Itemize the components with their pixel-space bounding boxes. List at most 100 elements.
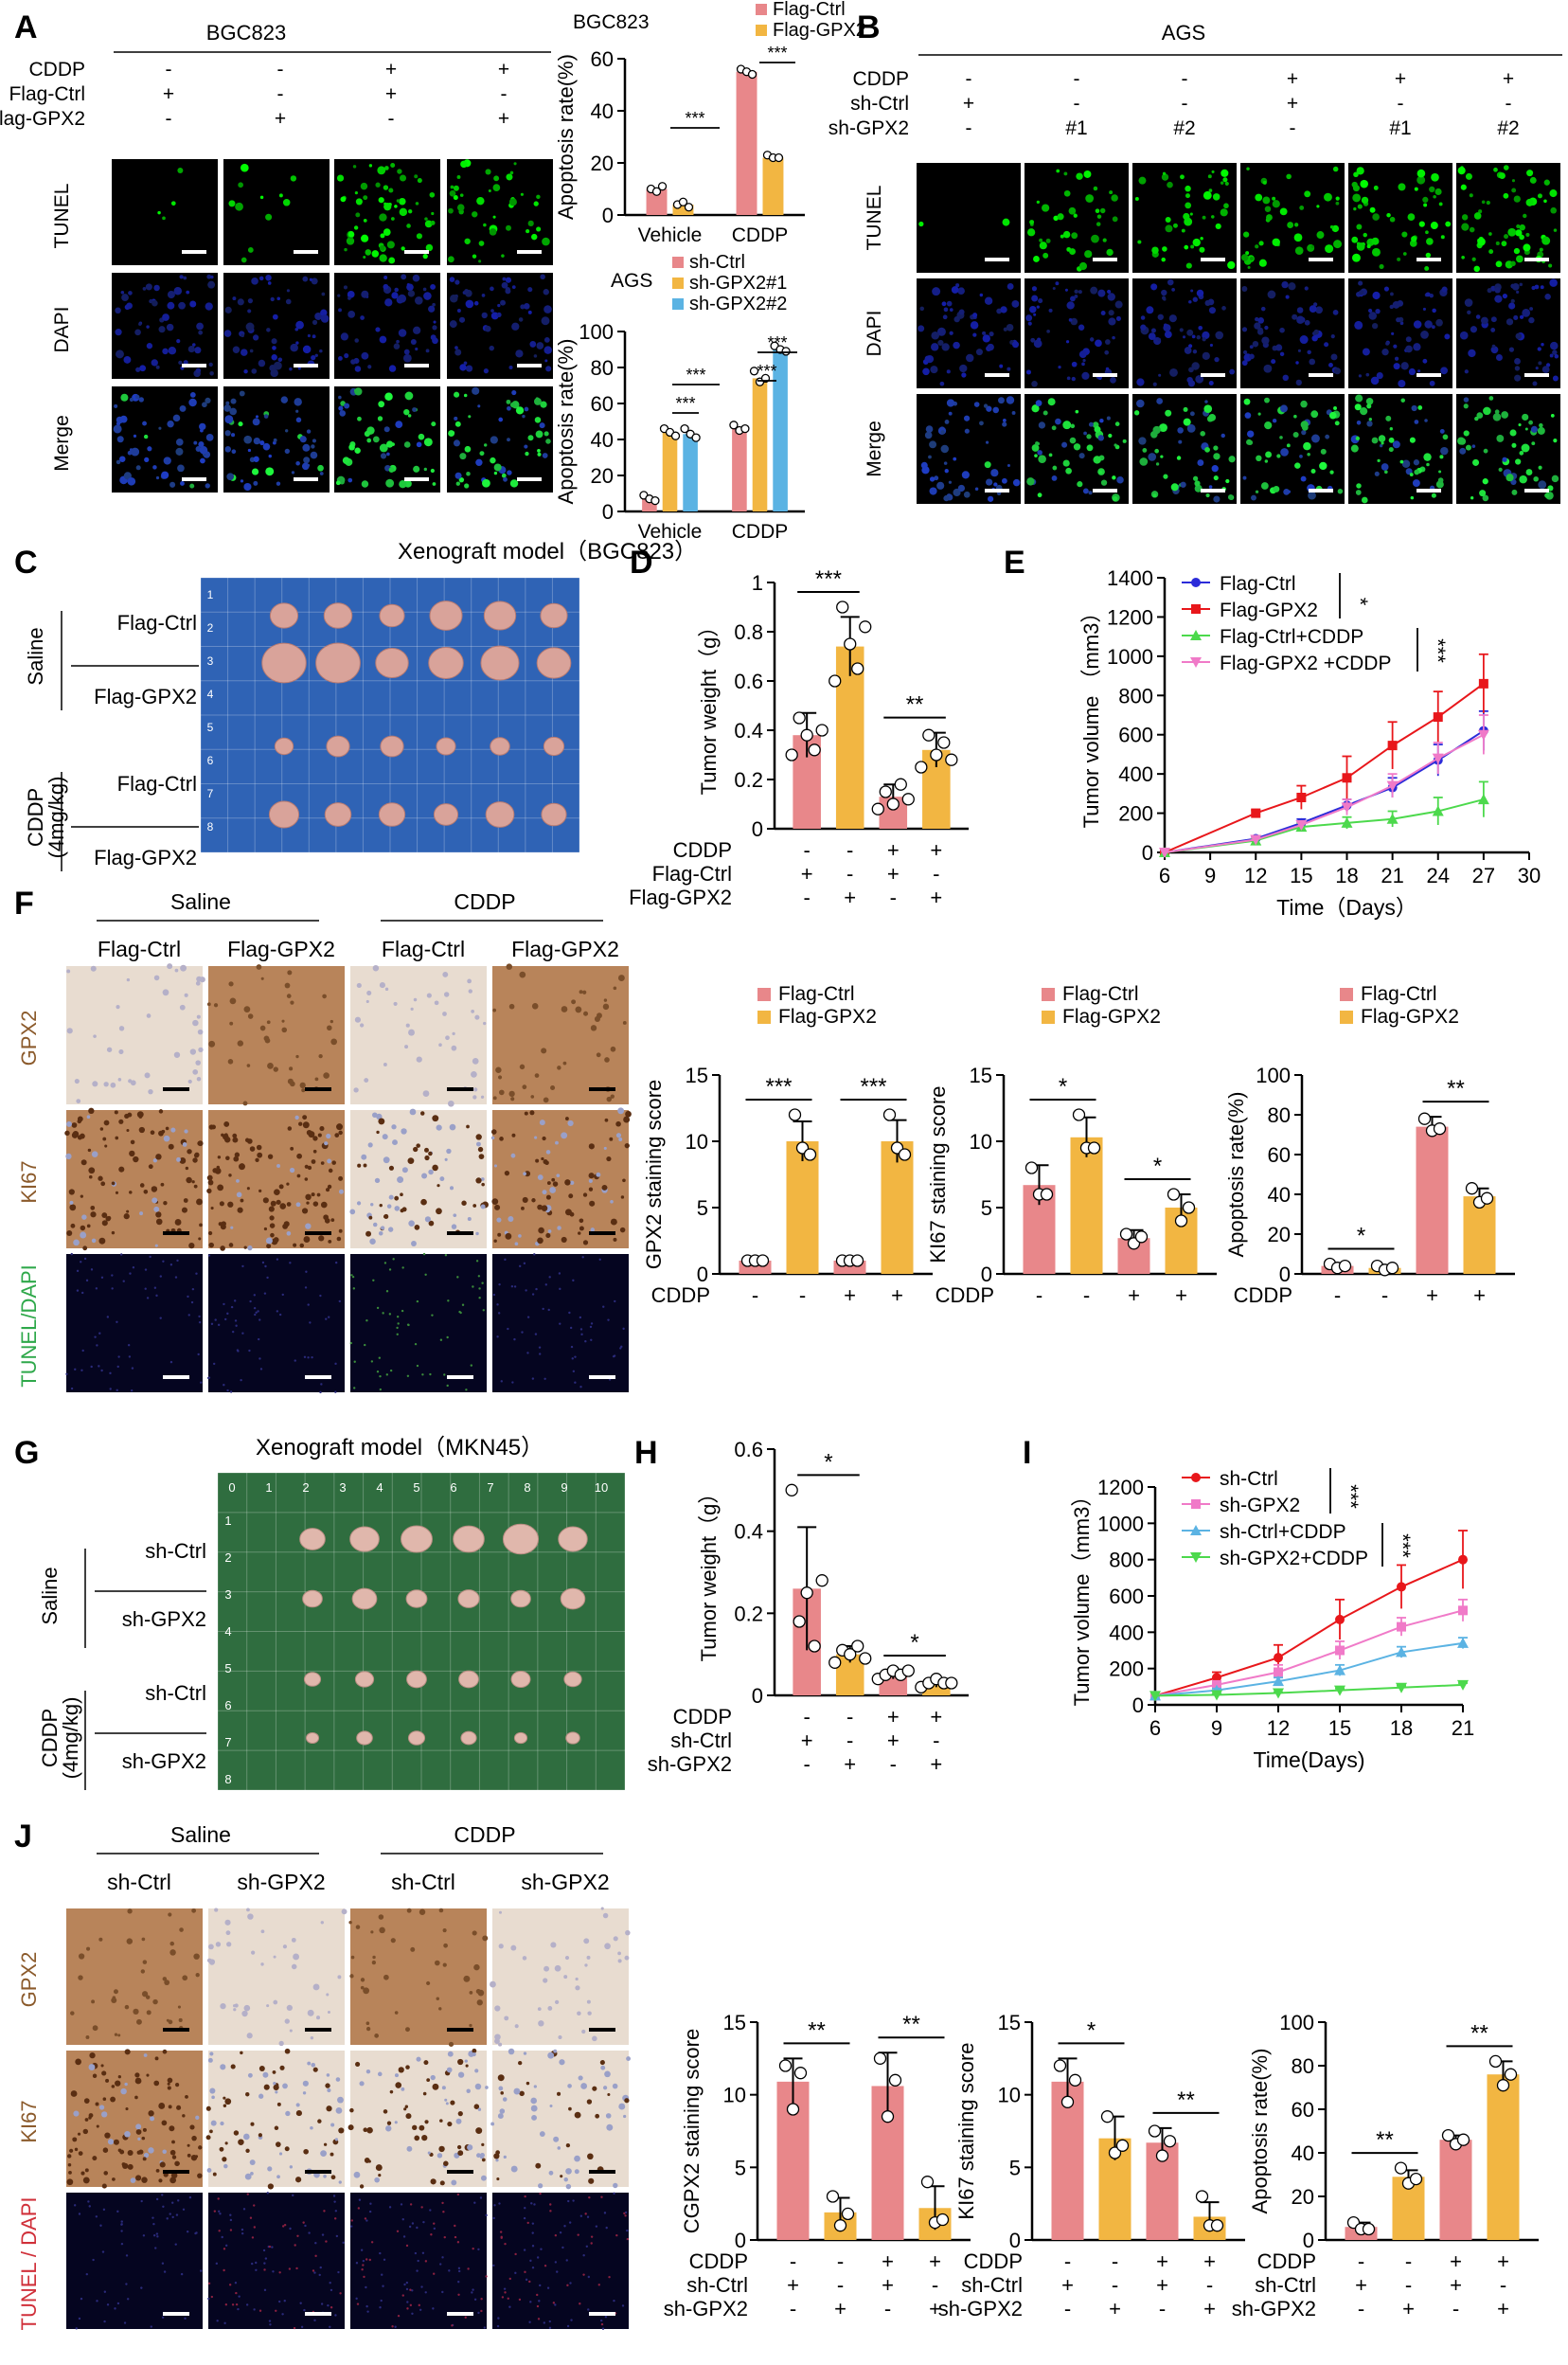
cell-dot bbox=[251, 468, 259, 475]
cell-dot bbox=[450, 1186, 454, 1191]
cell-dot bbox=[1525, 198, 1534, 206]
cell-dot bbox=[254, 1313, 257, 1317]
cell-dot bbox=[613, 1936, 618, 1942]
cell-dot bbox=[182, 2208, 186, 2211]
cell-dot bbox=[590, 1025, 597, 1031]
cell-dot bbox=[1332, 309, 1339, 315]
cell-dot bbox=[303, 2308, 306, 2312]
cell-dot bbox=[122, 1280, 125, 1282]
cell-dot bbox=[400, 1192, 403, 1197]
cell-dot bbox=[385, 1373, 389, 1376]
cell-dot bbox=[295, 2109, 302, 2117]
cell-dot bbox=[306, 463, 311, 468]
cell-dot bbox=[100, 1276, 104, 1280]
data-point bbox=[729, 421, 739, 430]
micrograph-A bbox=[334, 273, 440, 379]
cell-dot bbox=[579, 2302, 581, 2305]
cell-dot bbox=[1110, 376, 1116, 384]
scale-bar bbox=[447, 1231, 473, 1235]
cell-dot bbox=[1549, 278, 1558, 287]
y-tick-label: 0.6 bbox=[734, 670, 763, 693]
cell-dot bbox=[1429, 380, 1435, 386]
cell-dot bbox=[268, 1206, 275, 1212]
panelG-row-label: sh-GPX2 bbox=[122, 1749, 206, 1773]
cell-dot bbox=[454, 421, 461, 427]
cell-dot bbox=[1472, 458, 1480, 466]
ihc-bg bbox=[208, 2193, 345, 2329]
cell-dot bbox=[246, 1908, 250, 1912]
cell-dot bbox=[253, 480, 258, 486]
cell-dot bbox=[1325, 244, 1334, 254]
cell-dot bbox=[1431, 493, 1436, 498]
cell-dot bbox=[199, 1223, 203, 1227]
ihc-image bbox=[349, 1252, 487, 1392]
cell-dot bbox=[480, 2309, 483, 2313]
cell-dot bbox=[454, 2224, 456, 2228]
cell-dot bbox=[123, 472, 132, 480]
cell-dot bbox=[1083, 431, 1087, 436]
cell-dot bbox=[543, 1978, 548, 1983]
cell-dot bbox=[1307, 453, 1310, 457]
cell-dot bbox=[934, 475, 939, 481]
cell-dot bbox=[1165, 224, 1173, 233]
cell-dot bbox=[982, 331, 987, 335]
cell-dot bbox=[396, 199, 401, 203]
cond-value: + bbox=[929, 2249, 941, 2273]
micrograph-B bbox=[1240, 278, 1345, 388]
cell-dot bbox=[295, 409, 299, 413]
cell-dot bbox=[401, 1309, 404, 1313]
cell-dot bbox=[101, 1220, 108, 1227]
cell-dot bbox=[475, 1141, 481, 1147]
cell-dot bbox=[953, 315, 960, 323]
cell-dot bbox=[442, 2211, 445, 2213]
cell-dot bbox=[366, 2126, 373, 2134]
scale-bar bbox=[305, 1087, 331, 1091]
cell-dot bbox=[534, 1136, 538, 1139]
cell-dot bbox=[273, 1066, 278, 1072]
cell-dot bbox=[1167, 181, 1173, 188]
cell-dot bbox=[109, 1371, 112, 1375]
cell-dot bbox=[312, 1136, 318, 1141]
y-tick-label: 60 bbox=[591, 392, 614, 416]
cell-dot bbox=[613, 2299, 615, 2302]
cell-dot bbox=[1266, 214, 1273, 221]
data-point bbox=[901, 1664, 915, 1677]
cond-value: + bbox=[1109, 2297, 1121, 2320]
cell-dot bbox=[973, 402, 980, 407]
cell-dot bbox=[1360, 179, 1369, 188]
cell-dot bbox=[1538, 480, 1547, 490]
cell-dot bbox=[441, 2201, 444, 2205]
cell-dot bbox=[472, 254, 477, 259]
cell-dot bbox=[1331, 224, 1340, 233]
cell-dot bbox=[479, 2196, 483, 2199]
cell-dot bbox=[331, 1160, 336, 1165]
cell-dot bbox=[359, 2081, 365, 2087]
cell-dot bbox=[548, 1276, 551, 1279]
cell-dot bbox=[1390, 292, 1394, 296]
cell-dot bbox=[1511, 179, 1516, 183]
cell-dot bbox=[316, 2016, 321, 2020]
cell-dot bbox=[1161, 257, 1166, 262]
cell-dot bbox=[1539, 247, 1543, 252]
data-point bbox=[1060, 2095, 1075, 2108]
y-axis-label: Tumor volume （mm3） bbox=[1079, 602, 1103, 829]
cell-dot bbox=[624, 2214, 627, 2217]
cell-dot bbox=[200, 1381, 203, 1384]
cell-dot bbox=[545, 1194, 551, 1200]
cell-dot bbox=[555, 1140, 559, 1145]
cell-dot bbox=[113, 2139, 119, 2145]
cell-dot bbox=[154, 1244, 158, 1247]
cell-dot bbox=[127, 2163, 134, 2170]
y-tick-label: 60 bbox=[591, 47, 614, 71]
cell-dot bbox=[269, 1215, 275, 1221]
cell-dot bbox=[424, 217, 428, 221]
cell-dot bbox=[511, 285, 516, 290]
cond-value: + bbox=[887, 838, 900, 862]
y-tick-label: 1200 bbox=[1097, 1476, 1144, 1499]
cell-dot bbox=[993, 482, 998, 487]
cell-dot bbox=[397, 1322, 400, 1325]
cell-dot bbox=[1169, 367, 1178, 377]
cell-dot bbox=[989, 331, 994, 337]
cell-dot bbox=[1295, 379, 1302, 386]
cell-dot bbox=[397, 1176, 404, 1184]
